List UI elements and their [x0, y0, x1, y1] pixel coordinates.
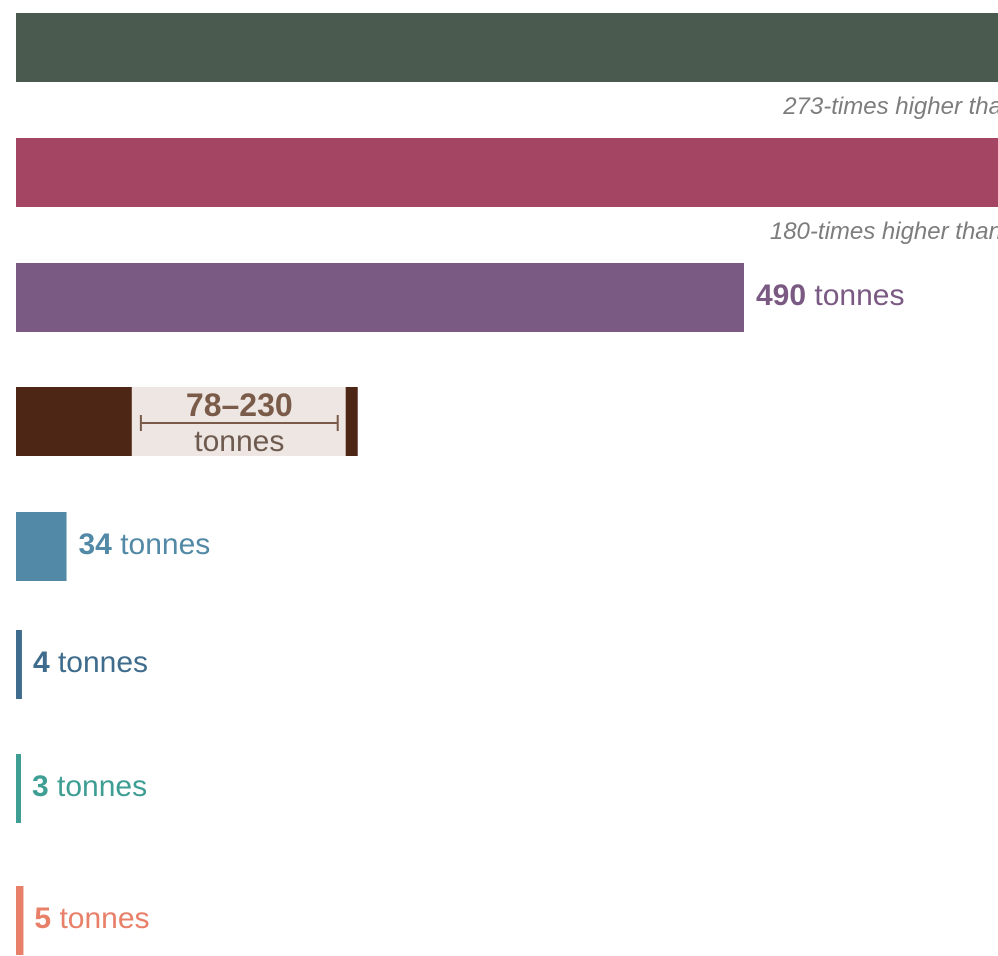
- range-value-label-3: 78–230: [186, 387, 293, 423]
- value-unit: tonnes: [112, 528, 210, 561]
- value-label-5: 4 tonnes: [33, 646, 148, 679]
- bar-6: [16, 754, 21, 823]
- range-band-3: [131, 387, 358, 456]
- comparison-note-0: 273-times higher tha: [782, 93, 998, 120]
- value-number: 5: [34, 902, 51, 935]
- bar-3: [16, 387, 132, 456]
- bar-7: [16, 886, 24, 955]
- range-unit-label-3: tonnes: [194, 425, 284, 458]
- comparison-note-1: 180-times higher than: [770, 218, 998, 245]
- bar-4: [16, 512, 67, 581]
- value-number: 490: [756, 279, 806, 312]
- bar-2: [16, 263, 744, 332]
- value-unit: tonnes: [49, 770, 147, 803]
- range-end-cap-3: [345, 387, 358, 456]
- value-label-4: 34 tonnes: [79, 528, 211, 561]
- value-unit: tonnes: [51, 902, 149, 935]
- bar-0: [16, 13, 998, 82]
- value-label-2: 490 tonnes: [756, 279, 904, 312]
- bar-1: [16, 138, 998, 207]
- value-label-7: 5 tonnes: [34, 902, 149, 935]
- value-label-6: 3 tonnes: [32, 770, 147, 803]
- value-number: 34: [79, 528, 113, 561]
- value-unit: tonnes: [50, 646, 148, 679]
- value-number: 4: [33, 646, 50, 679]
- value-unit: tonnes: [806, 279, 904, 312]
- bar-5: [16, 630, 22, 699]
- value-number: 3: [32, 770, 49, 803]
